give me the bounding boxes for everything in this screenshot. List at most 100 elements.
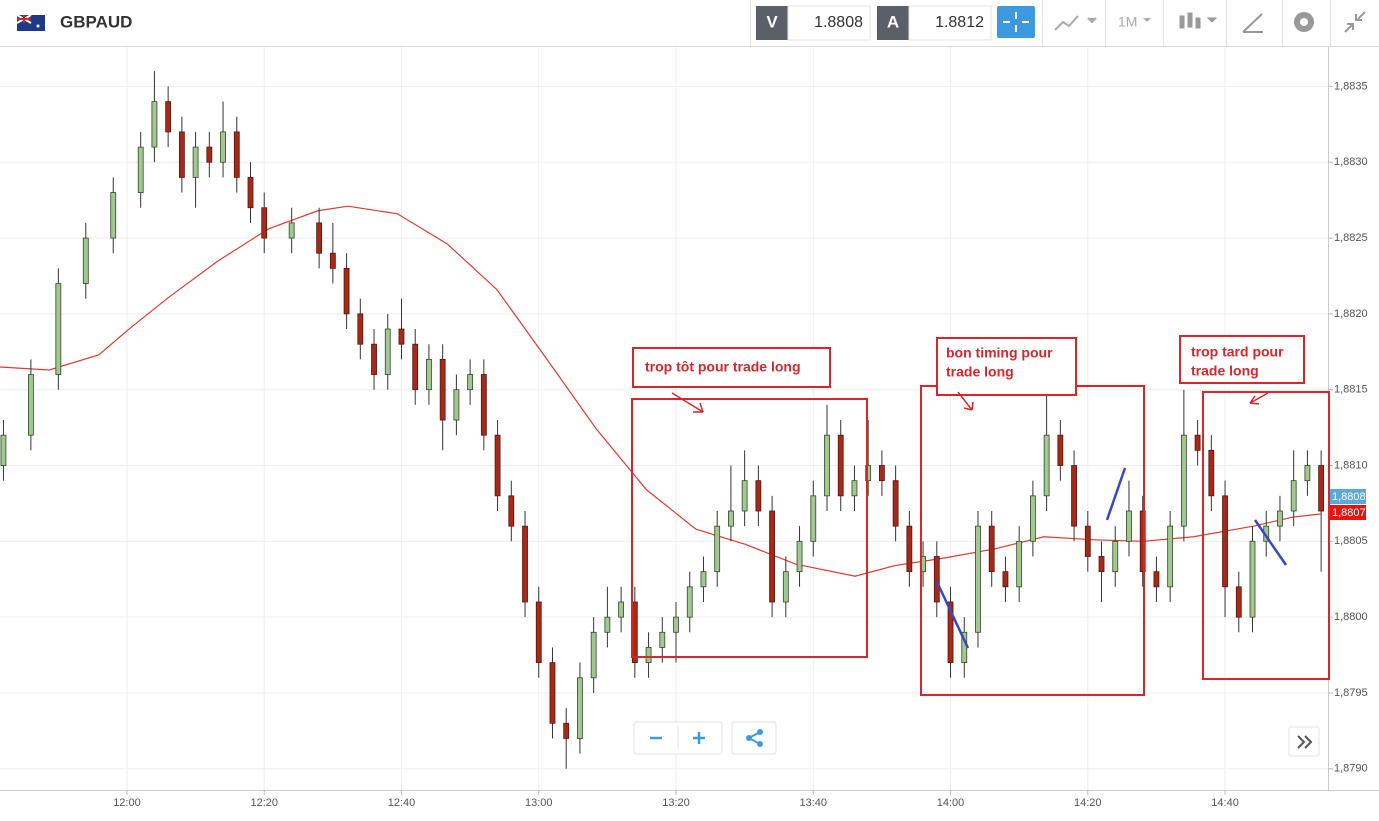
candle-body <box>686 586 693 618</box>
candle-body <box>1029 495 1036 542</box>
scroll-end-button[interactable] <box>1288 726 1320 757</box>
candle-body <box>865 465 872 482</box>
candle-body <box>741 480 748 512</box>
crosshair-button[interactable] <box>997 6 1035 38</box>
candle-body <box>165 101 172 133</box>
header-bar <box>0 0 1379 46</box>
candle-body <box>1235 586 1242 618</box>
candle-body <box>535 601 542 664</box>
candle-body <box>426 358 432 391</box>
y-tick-label: 1,8820 <box>1334 308 1368 320</box>
collapse-button[interactable] <box>1344 11 1366 33</box>
candle-body <box>439 358 446 421</box>
candle-body <box>384 328 391 375</box>
candle-body <box>618 601 625 618</box>
candle-body <box>206 146 213 163</box>
x-tick-label: 12:20 <box>250 797 278 809</box>
candle-body <box>192 146 199 178</box>
divider <box>1330 0 1331 46</box>
candle-body <box>659 631 666 648</box>
indicator-button[interactable] <box>1054 15 1097 31</box>
bid-price: 1.8808 <box>814 14 863 31</box>
candle-body <box>137 146 144 193</box>
candle-body <box>508 495 515 527</box>
moving-average-layer <box>0 205 1321 577</box>
divider <box>1042 0 1043 46</box>
x-tick-label: 14:00 <box>937 797 965 809</box>
candle-body <box>398 328 405 345</box>
candle-body <box>55 283 62 375</box>
y-tick-label: 1,8805 <box>1334 535 1368 547</box>
ask-label: A <box>887 12 899 31</box>
candle-body <box>563 722 570 739</box>
zoom-controls <box>633 721 777 755</box>
price-tag: 1,8808 <box>1332 491 1366 503</box>
y-tick-label: 1,8790 <box>1334 763 1368 775</box>
x-tick-label: 13:40 <box>800 797 828 809</box>
ask-button[interactable] <box>877 6 909 40</box>
zoom-in[interactable] <box>693 732 705 744</box>
candle-body <box>247 177 254 209</box>
candle-body <box>1098 556 1105 573</box>
divider <box>1105 0 1106 46</box>
candle-body <box>1112 540 1119 573</box>
y-tick-label: 1,8800 <box>1334 611 1368 623</box>
candle-body <box>412 343 419 391</box>
annotation-text: trade long <box>946 364 1014 380</box>
candle-body <box>1180 434 1187 527</box>
draw-button[interactable] <box>1242 13 1263 33</box>
y-tick-label: 1,8830 <box>1334 156 1368 168</box>
candle-body <box>371 343 377 375</box>
candle-body <box>673 616 679 633</box>
y-tick-label: 1,8810 <box>1334 459 1368 471</box>
candle-body <box>1222 495 1228 588</box>
timeframe[interactable]: 1M <box>1118 14 1137 30</box>
candle-body <box>1057 434 1064 466</box>
y-tick-label: 1,8825 <box>1334 232 1368 244</box>
x-tick-label: 12:40 <box>388 797 416 809</box>
settings-button[interactable] <box>1294 12 1314 32</box>
bid-button[interactable] <box>756 6 788 40</box>
candle-body <box>27 374 34 436</box>
candle-body <box>151 101 158 148</box>
ask-price: 1.8812 <box>935 14 984 31</box>
candle-body <box>1249 540 1256 618</box>
candle-body <box>220 131 226 163</box>
candle-body <box>480 374 487 436</box>
candle-body <box>769 510 775 603</box>
candle-body <box>0 434 7 466</box>
annotation-text: trop tôt pour trade long <box>645 359 801 375</box>
candle-body <box>837 434 844 497</box>
annotation-good: bon timing pour trade long <box>920 337 1145 696</box>
divider <box>1282 0 1283 46</box>
price-tag: 1,8807 <box>1332 507 1366 519</box>
candle-body <box>261 207 268 239</box>
annotation-late: trop tard pour trade long <box>1179 335 1330 680</box>
candle-body <box>522 525 528 603</box>
annotation-text: trop tard pour <box>1191 344 1284 360</box>
candle-body <box>714 525 721 573</box>
ask-field <box>908 5 992 41</box>
candle-body <box>755 480 762 512</box>
candle-body <box>316 222 323 254</box>
candle-body <box>577 677 583 739</box>
candle-body <box>645 647 652 664</box>
annotation-text: bon timing pour <box>946 345 1053 361</box>
timeframe-caret <box>1143 18 1151 22</box>
candle-body <box>1139 510 1146 573</box>
candle-body <box>604 616 611 633</box>
price-tag-bg <box>1330 489 1366 504</box>
divider <box>1163 0 1164 46</box>
x-tick-label: 13:20 <box>662 797 690 809</box>
candle-body <box>1126 510 1132 542</box>
price-tag-bg <box>1330 505 1366 520</box>
grid <box>0 47 1333 795</box>
candle-body <box>453 389 460 421</box>
share-button[interactable] <box>731 721 777 755</box>
x-tick-label: 14:20 <box>1074 797 1102 809</box>
candle-body <box>1304 465 1311 482</box>
candle-body <box>329 252 336 269</box>
chart-type-button[interactable] <box>1179 12 1218 29</box>
moving-average <box>0 205 1321 577</box>
